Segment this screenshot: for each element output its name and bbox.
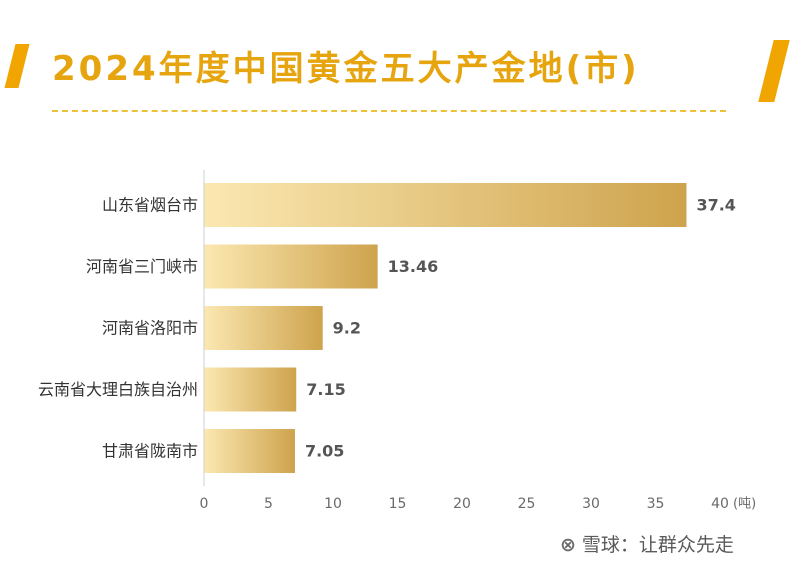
x-tick-label: 35 [647,496,665,512]
data-label: 7.15 [306,380,345,399]
data-label: 9.2 [333,319,361,338]
x-tick-label: 25 [518,496,536,512]
x-tick-label: 10 [324,496,342,512]
bar [204,429,295,473]
category-label: 河南省三门峡市 [86,257,198,276]
bar [204,244,378,289]
category-label: 甘肃省陇南市 [102,442,198,461]
bar [204,367,297,412]
category-label: 山东省烟台市 [102,196,198,215]
bar [204,306,323,350]
xueqiu-logo-icon: ⊗ [560,534,576,556]
bar [204,183,687,227]
x-axis-unit: (吨) [733,497,756,512]
category-label: 云南省大理白族自治州 [38,380,198,399]
watermark: ⊗ 雪球：让群众先走 [560,532,734,558]
x-tick-label: 20 [453,496,471,512]
category-label: 河南省洛阳市 [102,319,198,338]
watermark-text: 雪球：让群众先走 [581,534,734,556]
data-label: 37.4 [696,196,735,215]
chart-title: 2024年度中国黄金五大产金地(市) [52,49,640,89]
data-label: 7.05 [305,442,344,461]
x-tick-label: 15 [389,496,407,512]
x-tick-label: 30 [582,496,600,512]
title-divider [52,110,726,112]
data-label: 13.46 [388,257,439,276]
x-tick-label: 5 [264,496,273,512]
x-tick-label: 40 [711,496,729,512]
x-tick-label: 0 [200,496,209,512]
